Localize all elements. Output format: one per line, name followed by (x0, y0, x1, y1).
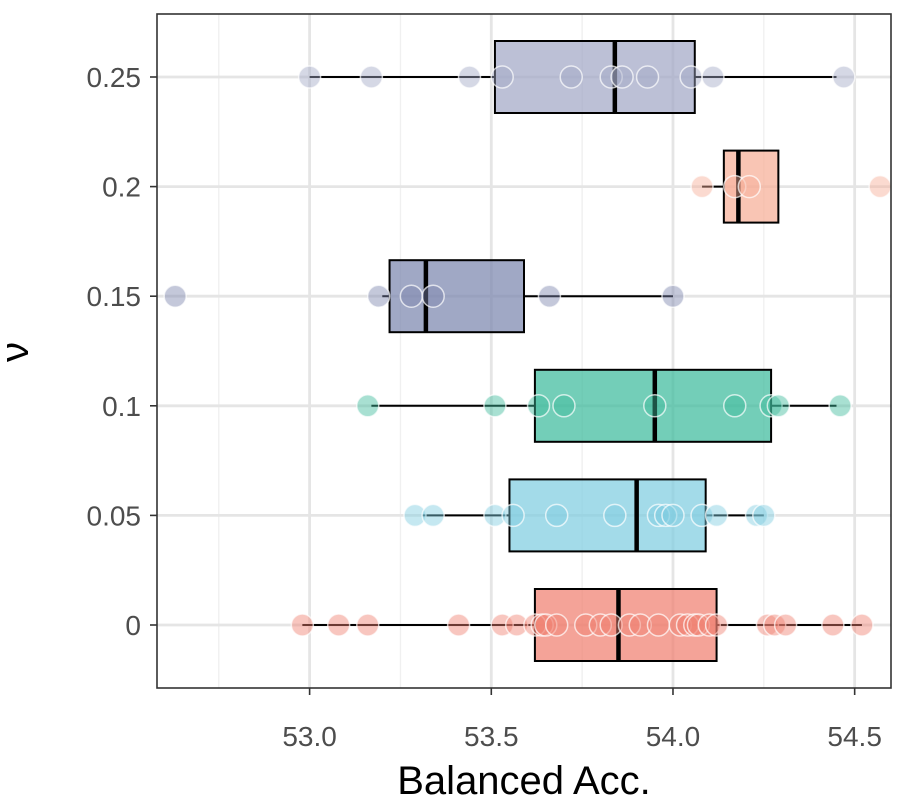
x-tick-label: 54.5 (827, 721, 882, 752)
data-point (501, 503, 525, 528)
box-group-0.1 (356, 368, 852, 443)
data-point (603, 503, 627, 528)
x-tick-label: 54.0 (646, 721, 701, 752)
data-point (290, 613, 315, 637)
data-point (526, 394, 551, 418)
data-point (643, 394, 667, 418)
data-point (544, 613, 569, 637)
data-point (679, 65, 703, 89)
data-point (297, 65, 322, 89)
box-group-0.2 (690, 149, 892, 224)
data-point (755, 613, 780, 637)
panel-border (156, 13, 892, 689)
box-group-0 (290, 588, 874, 662)
data-point (446, 613, 471, 637)
data-point (766, 394, 791, 418)
box-iqr (388, 259, 525, 334)
data-point (421, 503, 445, 528)
data-point (537, 284, 562, 308)
y-tick-label: 0.1 (102, 391, 141, 422)
data-point (403, 503, 427, 528)
box-group-0.15 (163, 259, 685, 334)
x-axis: 53.0 53.5 54.0 54.5 (282, 688, 882, 752)
data-point (653, 503, 678, 528)
plot-layer (163, 40, 892, 662)
data-point (490, 65, 514, 89)
data-point (850, 613, 874, 637)
box-iqr (493, 40, 696, 114)
y-tick-label: 0.2 (102, 172, 141, 203)
box-iqr (533, 588, 718, 662)
box-group-0.05 (403, 478, 776, 553)
data-point (359, 65, 384, 89)
y-axis: 0 0.05 0.1 0.15 0.2 0.25 (87, 62, 157, 641)
data-point (544, 503, 569, 528)
box-iqr (722, 149, 780, 224)
grid-minor (218, 14, 765, 688)
data-point (599, 613, 623, 637)
y-tick-label: 0.05 (87, 500, 142, 531)
data-point (773, 613, 798, 637)
data-point (559, 65, 583, 89)
data-point (759, 394, 783, 418)
y-tick-label: 0.15 (87, 281, 142, 312)
x-axis-title: Balanced Acc. (397, 759, 651, 803)
data-point (832, 65, 856, 89)
y-tick-label: 0 (125, 610, 141, 641)
data-point (399, 284, 424, 308)
data-point (356, 613, 380, 637)
data-point (704, 503, 729, 528)
box-group-0.25 (297, 40, 856, 114)
data-point (610, 65, 634, 89)
data-point (737, 174, 762, 199)
data-point (690, 174, 714, 199)
data-point (828, 394, 852, 418)
data-point (821, 613, 845, 637)
data-point (356, 394, 380, 418)
data-point (504, 613, 529, 637)
data-point (646, 613, 671, 637)
data-point (723, 394, 747, 418)
data-point (697, 613, 722, 637)
data-point (752, 503, 776, 528)
data-point (868, 174, 892, 199)
data-point (366, 284, 391, 308)
data-point (483, 394, 507, 418)
data-point (661, 284, 685, 308)
data-point (552, 394, 576, 418)
data-point (483, 503, 507, 528)
data-point (326, 613, 351, 637)
data-point (421, 284, 445, 308)
panel-background (157, 14, 891, 688)
y-tick-label: 0.25 (87, 62, 142, 93)
x-tick-label: 53.5 (464, 721, 519, 752)
data-point (163, 284, 187, 308)
data-point (628, 613, 653, 637)
box-iqr (508, 478, 707, 553)
x-tick-label: 53.0 (282, 721, 337, 752)
data-point (704, 613, 729, 637)
data-point (457, 65, 482, 89)
y-axis-title: ν (0, 342, 37, 362)
data-point (744, 503, 769, 528)
data-point (661, 503, 685, 528)
data-point (701, 65, 725, 89)
data-point (635, 65, 660, 89)
